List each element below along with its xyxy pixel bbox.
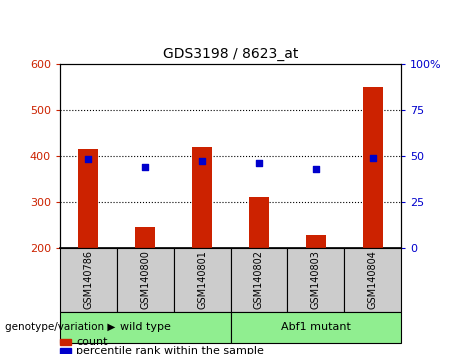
Bar (306, 235, 326, 248)
Text: GSM140800: GSM140800 (140, 250, 150, 309)
Bar (135, 227, 155, 248)
Text: GSM140786: GSM140786 (83, 250, 94, 309)
Point (312, 166, 319, 171)
Text: GSM140802: GSM140802 (254, 250, 264, 309)
Bar (60, 339, 71, 345)
Text: GSM140801: GSM140801 (197, 250, 207, 309)
Point (369, 155, 376, 160)
Bar (230, 312, 401, 343)
Text: Abf1 mutant: Abf1 mutant (281, 322, 351, 332)
Text: wild type: wild type (120, 322, 171, 332)
Bar (60, 348, 71, 354)
Title: GDS3198 / 8623_at: GDS3198 / 8623_at (163, 47, 298, 61)
Bar (78, 149, 98, 248)
Bar (174, 248, 230, 312)
Bar (363, 87, 383, 248)
Bar (287, 248, 344, 312)
Bar (60, 248, 117, 312)
Point (142, 164, 149, 170)
Text: GSM140803: GSM140803 (311, 250, 321, 309)
Text: count: count (76, 337, 107, 347)
Text: GSM140804: GSM140804 (367, 250, 378, 309)
Bar (60, 312, 230, 343)
Point (255, 160, 263, 166)
Point (85, 156, 92, 162)
Text: genotype/variation ▶: genotype/variation ▶ (5, 322, 115, 332)
Bar (117, 248, 174, 312)
Point (198, 159, 206, 164)
Bar (249, 197, 269, 248)
Bar (344, 248, 401, 312)
Bar (230, 248, 287, 312)
Text: percentile rank within the sample: percentile rank within the sample (76, 346, 264, 354)
Bar (192, 147, 212, 248)
